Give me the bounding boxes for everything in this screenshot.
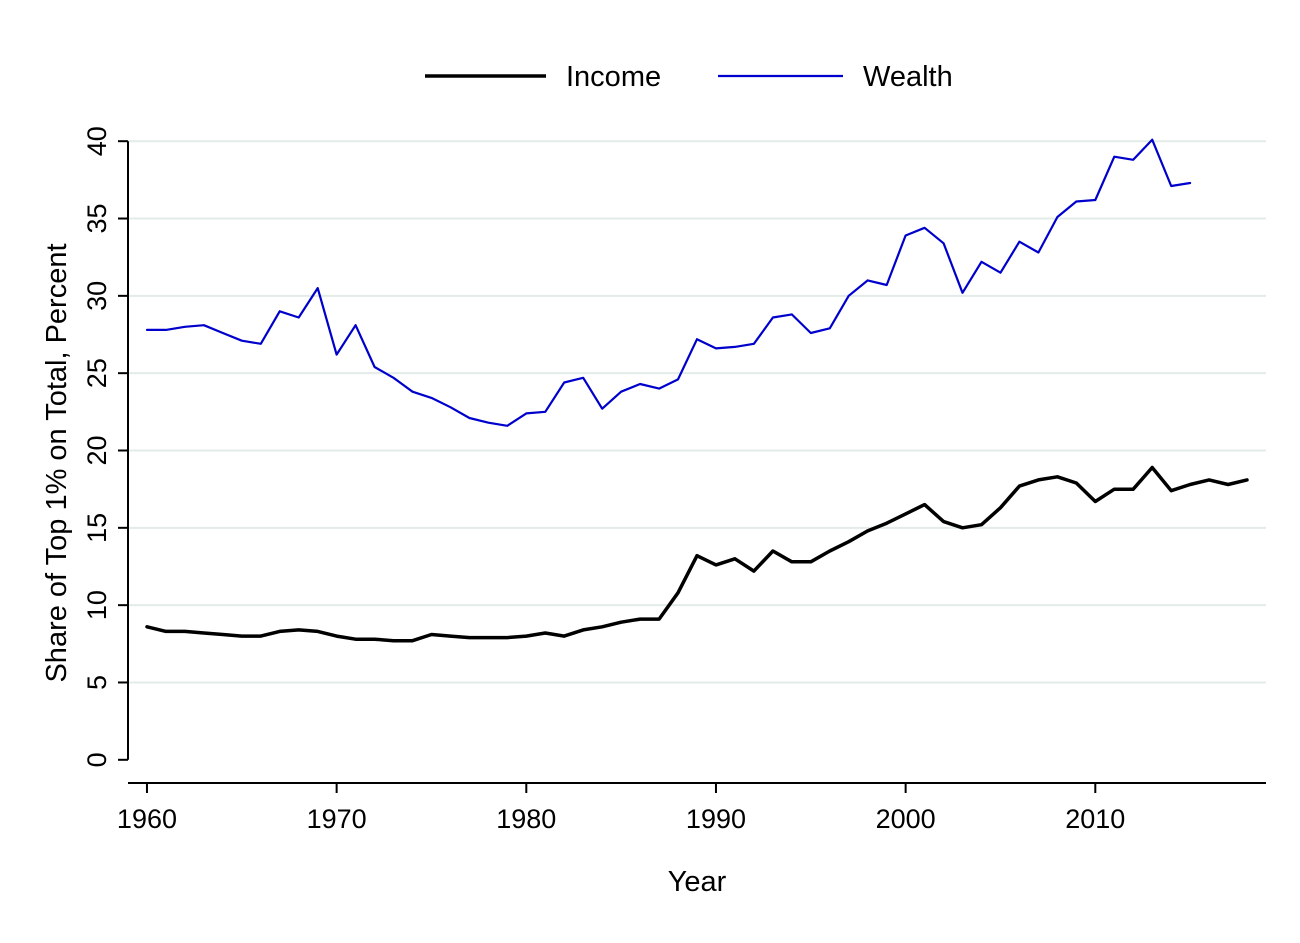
y-tick-label-5: 5 — [82, 675, 112, 690]
y-axis-title: Share of Top 1% on Total, Percent — [41, 243, 73, 682]
legend: Income Wealth — [425, 61, 953, 93]
x-tick-label-1970: 1970 — [307, 804, 367, 834]
y-tick-label-0: 0 — [82, 752, 112, 767]
x-tick-label-1980: 1980 — [496, 804, 556, 834]
x-tick-label-1990: 1990 — [686, 804, 746, 834]
legend-label-income: Income — [566, 61, 661, 93]
y-tick-label-40: 40 — [82, 126, 112, 156]
grid-layer — [128, 140, 1266, 684]
x-tick-label-2010: 2010 — [1065, 804, 1125, 834]
y-tick-label-30: 30 — [82, 281, 112, 311]
legend-label-wealth: Wealth — [863, 61, 953, 93]
series-layer — [145, 138, 1249, 643]
series-line-wealth — [145, 138, 1192, 427]
series-line-income — [145, 465, 1249, 643]
x-tick-label-1960: 1960 — [117, 804, 177, 834]
y-tick-label-10: 10 — [82, 590, 112, 620]
y-tick-label-20: 20 — [82, 435, 112, 465]
y-tick-label-25: 25 — [82, 358, 112, 388]
x-tick-label-2000: 2000 — [876, 804, 936, 834]
y-tick-label-35: 35 — [82, 203, 112, 233]
x-axis-title: Year — [668, 866, 727, 898]
axis-layer: 0 5 10 15 20 25 30 35 40 1960 1970 1980 1990 2000 2010 — [82, 126, 1266, 834]
y-tick-label-15: 15 — [82, 513, 112, 543]
